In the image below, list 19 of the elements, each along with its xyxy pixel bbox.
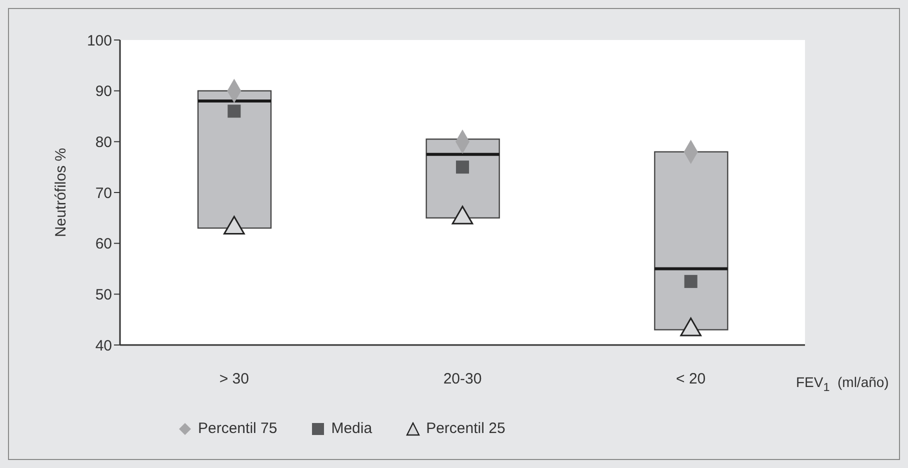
y-axis-title: Neutrófilos %	[52, 148, 70, 238]
point	[680, 318, 702, 336]
x-tick-label: 20-30	[443, 370, 482, 388]
y-tick-label: 40	[95, 337, 112, 354]
x-tick-label: > 30	[219, 370, 249, 388]
y-tick-label: 90	[95, 83, 112, 100]
point	[228, 104, 241, 118]
legend-label: Media	[331, 420, 372, 437]
legend-label: Percentil 75	[198, 420, 278, 437]
x-axis-title: FEV$_{1}$ (ml/año)	[796, 374, 889, 394]
y-tick-label: 80	[95, 134, 112, 151]
y-tick-label: 70	[95, 184, 112, 202]
y-tick-label: 50	[95, 286, 112, 304]
y-tick-label: 100	[86, 32, 112, 50]
legend-label: Percentil 25	[426, 420, 506, 437]
x-tick-label: < 20	[676, 370, 706, 388]
point	[456, 160, 470, 174]
point	[224, 216, 245, 235]
y-tick-label: 60	[95, 236, 112, 253]
